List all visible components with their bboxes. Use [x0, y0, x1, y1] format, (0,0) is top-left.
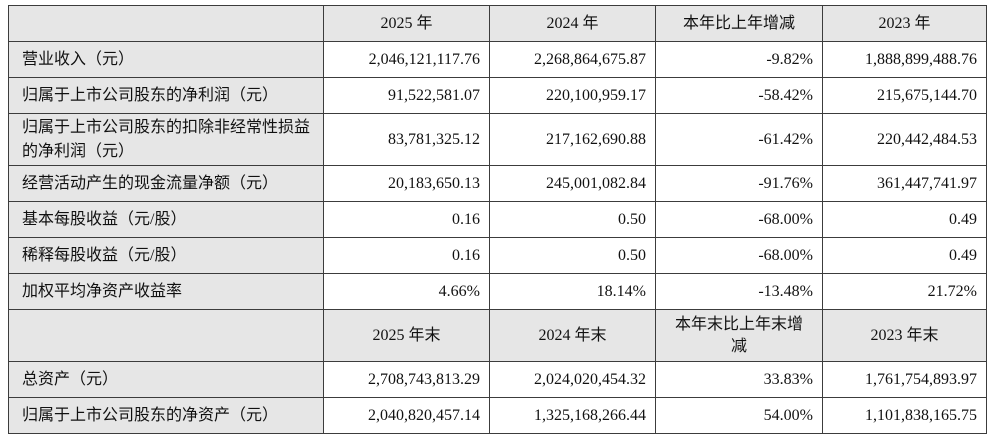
table-row-weighted-avg-roe: 加权平均净资产收益率 4.66% 18.14% -13.48% 21.72% — [8, 273, 987, 310]
value-2023: 361,447,741.97 — [822, 165, 987, 202]
value-yoy: -13.48% — [655, 273, 823, 310]
value-yoy: -9.82% — [655, 41, 823, 78]
value-2025-end: 2,708,743,813.29 — [323, 361, 490, 398]
value-2024: 0.50 — [489, 237, 656, 274]
value-2024: 0.50 — [489, 201, 656, 238]
row-label: 经营活动产生的现金流量净额（元） — [8, 165, 324, 202]
value-2023: 21.72% — [822, 273, 987, 310]
value-2023: 215,675,144.70 — [822, 77, 987, 114]
table-row-total-assets: 总资产（元） 2,708,743,813.29 2,024,020,454.32… — [8, 361, 987, 398]
value-2023: 220,442,484.53 — [822, 113, 987, 166]
value-2024: 2,268,864,675.87 — [489, 41, 656, 78]
table-row-operating-cash-flow: 经营活动产生的现金流量净额（元） 20,183,650.13 245,001,0… — [8, 165, 987, 202]
row-label: 加权平均净资产收益率 — [8, 273, 324, 310]
value-2025: 0.16 — [323, 201, 490, 238]
value-yoy: -68.00% — [655, 201, 823, 238]
value-2024-end: 2,024,020,454.32 — [489, 361, 656, 398]
value-end-yoy: 33.83% — [655, 361, 823, 398]
value-yoy: -61.42% — [655, 113, 823, 166]
table-row-net-profit-excl-nonrecurring: 归属于上市公司股东的扣除非经常性损益的净利润（元） 83,781,325.12 … — [8, 113, 987, 166]
row-label: 归属于上市公司股东的净利润（元） — [8, 77, 324, 114]
col-header-2025-end: 2025 年末 — [323, 309, 490, 362]
value-2025: 4.66% — [323, 273, 490, 310]
table-row-net-profit: 归属于上市公司股东的净利润（元） 91,522,581.07 220,100,9… — [8, 77, 987, 114]
value-2024-end: 1,325,168,266.44 — [489, 397, 656, 434]
value-2024: 18.14% — [489, 273, 656, 310]
value-2025: 91,522,581.07 — [323, 77, 490, 114]
row-label: 基本每股收益（元/股） — [8, 201, 324, 238]
value-2025-end: 2,040,820,457.14 — [323, 397, 490, 434]
row-label: 归属于上市公司股东的扣除非经常性损益的净利润（元） — [8, 113, 324, 166]
table-row-net-assets: 归属于上市公司股东的净资产（元） 2,040,820,457.14 1,325,… — [8, 397, 987, 434]
value-2023: 0.49 — [822, 237, 987, 274]
value-2024: 217,162,690.88 — [489, 113, 656, 166]
value-2023: 1,888,899,488.76 — [822, 41, 987, 78]
col-header-end-yoy-change: 本年末比上年末增减 — [655, 309, 823, 362]
section2-header-row: 2025 年末 2024 年末 本年末比上年末增减 2023 年末 — [8, 309, 987, 362]
corner-empty-cell — [8, 5, 324, 42]
corner-empty-cell — [8, 309, 324, 362]
value-yoy: -91.76% — [655, 165, 823, 202]
row-label: 归属于上市公司股东的净资产（元） — [8, 397, 324, 434]
value-end-yoy: 54.00% — [655, 397, 823, 434]
value-2024: 245,001,082.84 — [489, 165, 656, 202]
value-2024: 220,100,959.17 — [489, 77, 656, 114]
row-label: 营业收入（元） — [8, 41, 324, 78]
value-yoy: -58.42% — [655, 77, 823, 114]
table-row-diluted-eps: 稀释每股收益（元/股） 0.16 0.50 -68.00% 0.49 — [8, 237, 987, 274]
col-header-2023: 2023 年 — [822, 5, 987, 42]
table-row-operating-revenue: 营业收入（元） 2,046,121,117.76 2,268,864,675.8… — [8, 41, 987, 78]
value-2023-end: 1,101,838,165.75 — [822, 397, 987, 434]
col-header-2023-end: 2023 年末 — [822, 309, 987, 362]
value-2023-end: 1,761,754,893.97 — [822, 361, 987, 398]
row-label: 总资产（元） — [8, 361, 324, 398]
value-2025: 20,183,650.13 — [323, 165, 490, 202]
col-header-yoy-change: 本年比上年增减 — [655, 5, 823, 42]
value-2025: 0.16 — [323, 237, 490, 274]
col-header-2025: 2025 年 — [323, 5, 490, 42]
financial-summary-table: 2025 年 2024 年 本年比上年增减 2023 年 营业收入（元） 2,0… — [8, 5, 987, 434]
value-yoy: -68.00% — [655, 237, 823, 274]
section1-header-row: 2025 年 2024 年 本年比上年增减 2023 年 — [8, 5, 987, 42]
table-row-basic-eps: 基本每股收益（元/股） 0.16 0.50 -68.00% 0.49 — [8, 201, 987, 238]
row-label: 稀释每股收益（元/股） — [8, 237, 324, 274]
value-2025: 83,781,325.12 — [323, 113, 490, 166]
value-2025: 2,046,121,117.76 — [323, 41, 490, 78]
col-header-2024: 2024 年 — [489, 5, 656, 42]
value-2023: 0.49 — [822, 201, 987, 238]
col-header-2024-end: 2024 年末 — [489, 309, 656, 362]
